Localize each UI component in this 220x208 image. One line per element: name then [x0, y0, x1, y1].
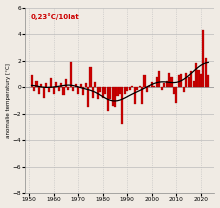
Bar	[190, 71, 192, 87]
Bar	[72, 87, 74, 91]
Bar	[188, 77, 190, 87]
Bar	[75, 84, 77, 87]
Bar	[170, 77, 172, 87]
Bar	[107, 87, 109, 111]
Bar	[50, 78, 52, 87]
Bar	[87, 87, 89, 107]
Bar	[45, 83, 47, 87]
Bar	[192, 80, 195, 87]
Bar	[65, 79, 67, 87]
Bar	[200, 74, 202, 87]
Bar	[178, 75, 180, 87]
Bar	[90, 67, 92, 87]
Bar	[31, 75, 33, 87]
Bar	[82, 87, 84, 95]
Bar	[57, 87, 60, 91]
Bar	[62, 87, 64, 95]
Bar	[197, 70, 200, 87]
Bar	[109, 87, 111, 99]
Bar	[35, 80, 38, 87]
Bar	[55, 82, 57, 87]
Bar	[153, 86, 155, 87]
Bar	[180, 74, 182, 87]
Bar	[175, 87, 178, 103]
Bar	[38, 87, 40, 94]
Bar	[70, 62, 72, 87]
Bar	[158, 71, 160, 87]
Bar	[143, 75, 145, 87]
Bar	[104, 87, 106, 94]
Bar	[141, 87, 143, 104]
Bar	[202, 30, 204, 87]
Bar	[136, 87, 138, 90]
Bar	[119, 87, 121, 94]
Bar	[121, 87, 123, 124]
Bar	[53, 87, 55, 94]
Bar	[102, 87, 104, 98]
Bar	[205, 58, 207, 87]
Bar	[185, 73, 187, 87]
Bar	[124, 87, 126, 94]
Bar	[116, 87, 119, 97]
Bar	[112, 87, 114, 106]
Bar	[99, 87, 101, 93]
Bar	[48, 87, 50, 93]
Bar	[165, 80, 168, 87]
Bar	[168, 73, 170, 87]
Bar	[173, 87, 175, 94]
Bar	[163, 83, 165, 87]
Bar	[131, 86, 133, 87]
Text: 0,23°C/10lat: 0,23°C/10lat	[31, 13, 80, 20]
Bar	[207, 75, 209, 87]
Bar	[195, 63, 197, 87]
Bar	[151, 82, 153, 87]
Bar	[92, 87, 94, 98]
Bar	[156, 77, 158, 87]
Bar	[134, 87, 136, 104]
Y-axis label: anomalie temperatury [°C]: anomalie temperatury [°C]	[6, 63, 11, 138]
Bar	[114, 87, 116, 107]
Bar	[148, 86, 150, 87]
Bar	[161, 87, 163, 90]
Bar	[126, 87, 128, 91]
Bar	[33, 87, 35, 91]
Bar	[43, 87, 45, 98]
Bar	[183, 87, 185, 93]
Bar	[139, 86, 141, 87]
Bar	[97, 87, 99, 99]
Bar	[129, 87, 131, 90]
Bar	[84, 83, 87, 87]
Bar	[146, 87, 148, 93]
Bar	[67, 87, 70, 90]
Bar	[40, 84, 42, 87]
Bar	[60, 83, 62, 87]
Bar	[77, 87, 79, 94]
Bar	[80, 84, 82, 87]
Bar	[94, 82, 96, 87]
